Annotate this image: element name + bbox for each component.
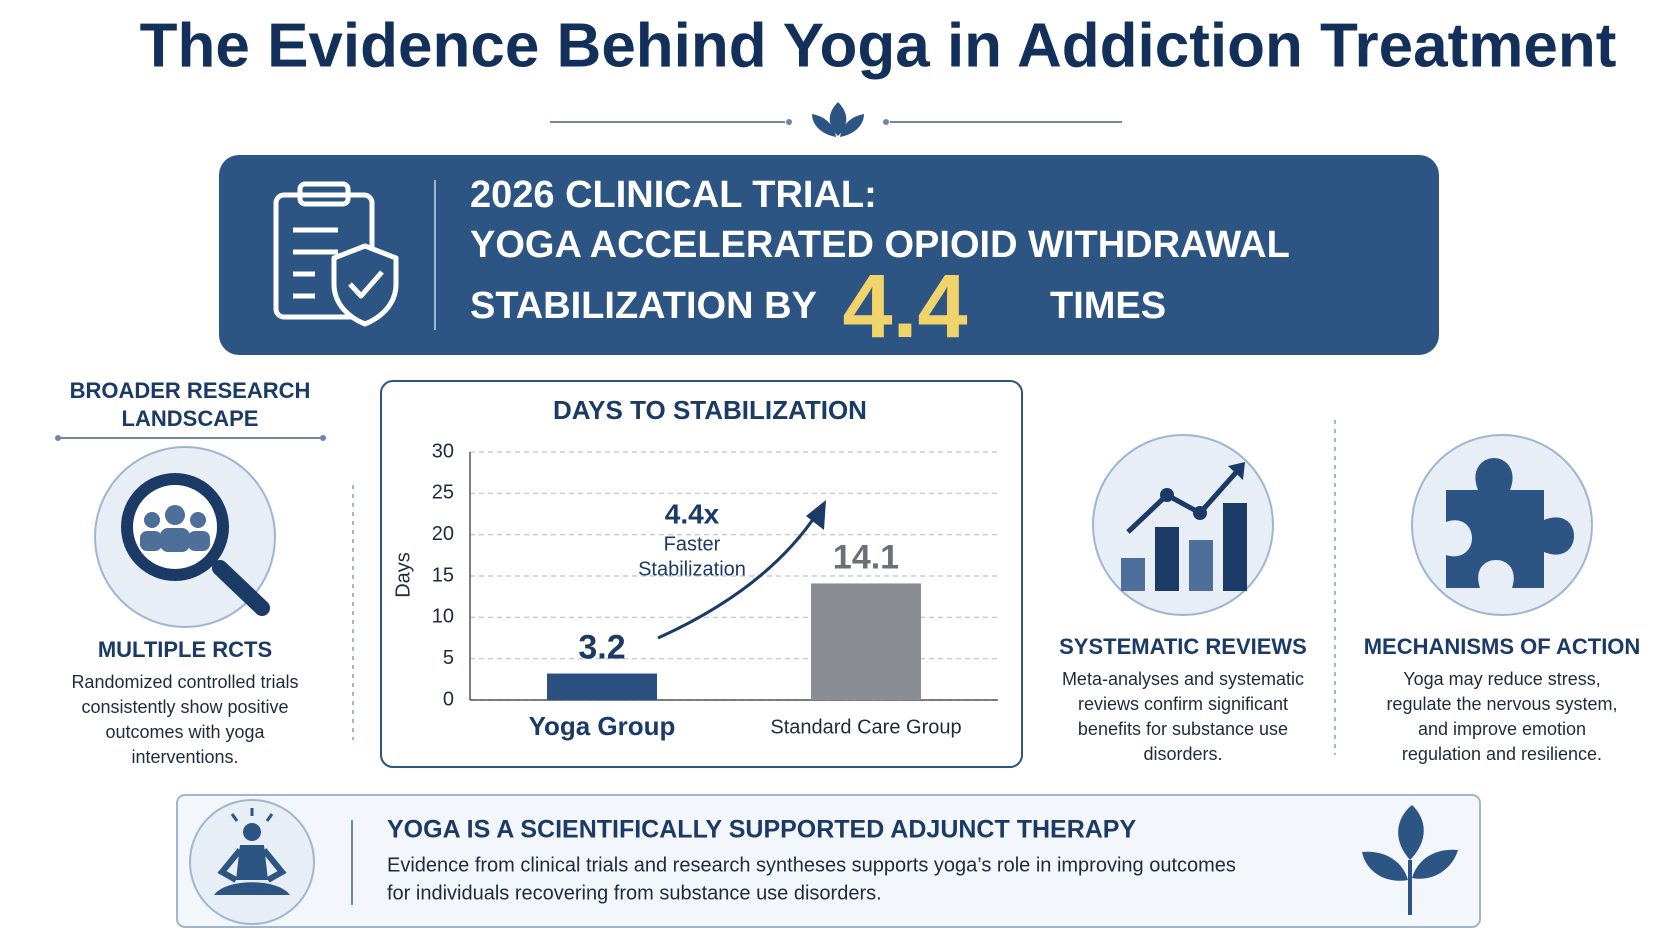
y-tick-label: 10	[432, 606, 454, 628]
card-text: regulate the nervous system,	[1386, 694, 1617, 714]
section-heading: LANDSCAPE	[122, 406, 259, 431]
card-text: Meta-analyses and systematic	[1062, 669, 1304, 689]
magnifier-icon	[94, 446, 276, 628]
puzzle-icon	[1411, 434, 1593, 616]
x-tick-label: Standard Care Group	[770, 716, 961, 738]
annotation-text: Faster	[664, 533, 721, 555]
page-title: The Evidence Behind Yoga in Addiction Tr…	[140, 11, 1617, 80]
card-title: MULTIPLE RCTS	[98, 637, 272, 662]
chart-icon	[1092, 434, 1274, 616]
annotation-arrow	[657, 511, 820, 640]
footer-title: YOGA IS A SCIENTIFICALLY SUPPORTED ADJUN…	[387, 816, 1136, 844]
card-text: interventions.	[131, 747, 238, 767]
footer-text: for individuals recovering from substanc…	[387, 882, 882, 904]
value-label: 14.1	[833, 538, 899, 576]
value-label: 3.2	[578, 629, 625, 667]
card-title: SYSTEMATIC REVIEWS	[1059, 634, 1307, 659]
card-text: disorders.	[1143, 744, 1222, 764]
y-tick-label: 5	[443, 647, 454, 669]
bar	[547, 673, 657, 700]
card-text: reviews confirm significant	[1078, 694, 1288, 714]
card-text: benefits for substance use	[1078, 719, 1288, 739]
y-axis-label: Days	[392, 552, 414, 598]
arrow-head	[806, 500, 826, 530]
card-text: Randomized controlled trials	[71, 672, 298, 692]
bar-chart: 0 5 10 15 20 25 30 3.2 Yoga Group 14.1 Standard Ca…	[432, 440, 998, 741]
x-tick-label: Yoga Group	[529, 711, 676, 741]
leaf-icon	[1362, 805, 1458, 915]
footer-text: Evidence from clinical trials and resear…	[387, 854, 1236, 876]
banner	[219, 155, 1439, 355]
annotation-headline: 4.4x	[665, 498, 720, 529]
y-tick-label: 30	[432, 440, 454, 462]
card-text: Yoga may reduce stress,	[1403, 669, 1600, 689]
banner-line: TIMES	[1050, 285, 1166, 327]
bar	[811, 583, 921, 700]
section-heading: BROADER RESEARCH	[70, 378, 311, 403]
heading-rule	[55, 435, 326, 441]
card-text: and improve emotion	[1418, 719, 1586, 739]
annotation-text: Stabilization	[638, 558, 746, 580]
y-tick-label: 20	[432, 523, 454, 545]
clipboard-icon	[273, 181, 399, 327]
card-text: outcomes with yoga	[105, 722, 265, 742]
y-tick-label: 25	[432, 482, 454, 504]
banner-line: YOGA ACCELERATED OPIOID WITHDRAWAL	[470, 224, 1290, 266]
footer-panel	[176, 794, 1481, 928]
divider	[550, 102, 1122, 137]
card-title: MECHANISMS OF ACTION	[1364, 634, 1641, 659]
chart-title: DAYS TO STABILIZATION	[553, 395, 867, 425]
y-tick-label: 15	[432, 564, 454, 586]
card-text: consistently show positive	[81, 697, 288, 717]
card-text: regulation and resilience.	[1402, 744, 1602, 764]
y-tick-label: 0	[443, 688, 454, 710]
meditation-icon	[189, 799, 315, 925]
banner-line: STABILIZATION BY	[470, 285, 817, 327]
banner-line: 2026 CLINICAL TRIAL:	[470, 174, 877, 216]
banner-highlight: 4.4	[842, 257, 967, 357]
